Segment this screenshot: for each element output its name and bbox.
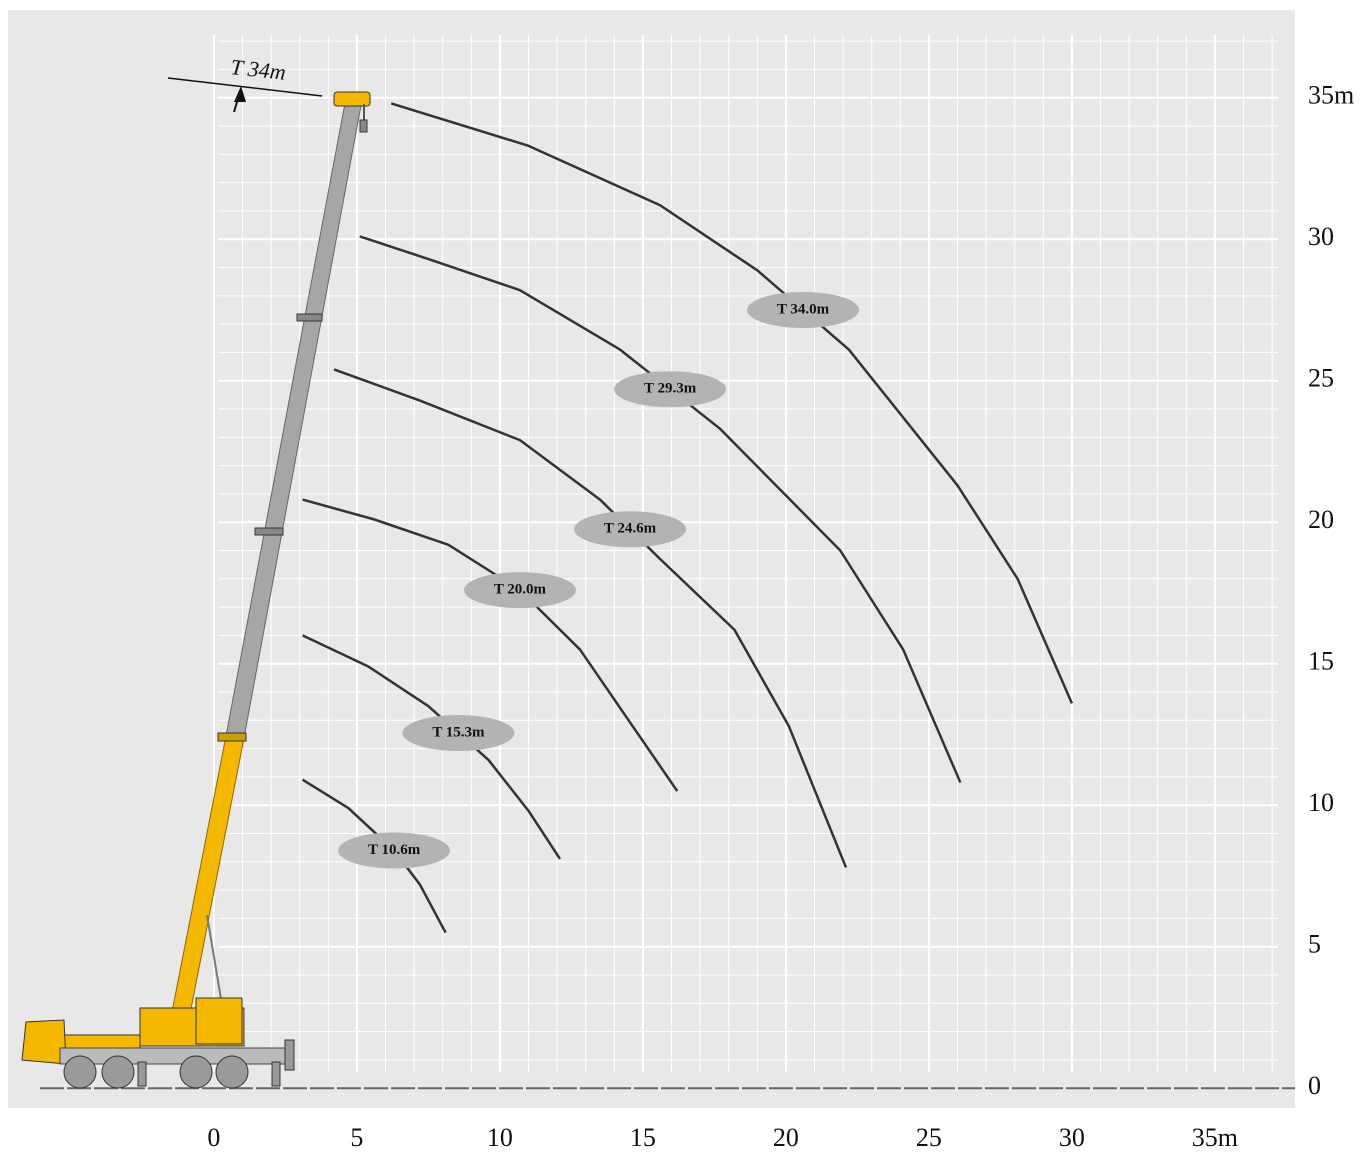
crane (21, 91, 371, 1089)
curve-label: T 15.3m (432, 724, 485, 740)
luffing-cylinder (206, 914, 223, 1006)
outrigger (284, 1039, 295, 1071)
curve-label-pill (338, 832, 451, 869)
curve-label-pill (614, 371, 727, 408)
y-tick-label: 35m (1308, 81, 1354, 110)
curve-label-pill (402, 715, 515, 752)
grid (40, 35, 1295, 1090)
boom-band (296, 313, 323, 322)
boom-height-label: T 34m (229, 54, 287, 85)
outrigger (271, 1061, 281, 1087)
y-tick-label: 5 (1308, 930, 1321, 959)
curve-label: T 29.3m (644, 381, 697, 397)
hook (359, 119, 368, 133)
chassis (59, 1047, 293, 1065)
y-tick-label: 25 (1308, 364, 1334, 393)
curve-label-pill (574, 511, 687, 548)
curve-label-pill (747, 291, 860, 328)
operator-cab (195, 997, 243, 1045)
x-tick-label: 5 (350, 1123, 363, 1152)
y-tick-label: 30 (1308, 222, 1334, 251)
outrigger (137, 1061, 147, 1087)
labels: T 34.0m T 29.3m T 24.6m T 20.0m T 15.3m T 10.… (338, 291, 860, 869)
wheel (179, 1055, 213, 1089)
curve-label: T 34.0m (777, 301, 830, 317)
x-tick-label: 30 (1059, 1123, 1085, 1152)
boom-band (254, 527, 284, 536)
plot-background (8, 10, 1295, 1108)
x-tick-label: 20 (773, 1123, 799, 1152)
wheel (63, 1055, 97, 1089)
y-tick-label: 0 (1308, 1071, 1321, 1100)
x-tick-label: 10 (487, 1123, 513, 1152)
truck-cab (21, 1019, 67, 1065)
x-tick-label: 15 (630, 1123, 656, 1152)
x-tick-label: 0 (207, 1123, 220, 1152)
curve-label: T 24.6m (604, 521, 657, 537)
curve-label: T 20.0m (494, 582, 547, 598)
x-tick-label: 35m (1192, 1123, 1238, 1152)
wheel (215, 1055, 249, 1089)
wheel (101, 1055, 135, 1089)
curve-label: T 10.6m (368, 842, 421, 858)
height-marker (167, 77, 323, 97)
boom-band (217, 732, 247, 742)
y-tick-label: 15 (1308, 647, 1334, 676)
y-tick-label: 20 (1308, 505, 1334, 534)
x-tick-label: 25 (916, 1123, 942, 1152)
boom-head (333, 91, 371, 107)
curve-label-pill (463, 572, 576, 609)
y-tick-label: 10 (1308, 788, 1334, 817)
height-arrowhead (234, 86, 246, 102)
